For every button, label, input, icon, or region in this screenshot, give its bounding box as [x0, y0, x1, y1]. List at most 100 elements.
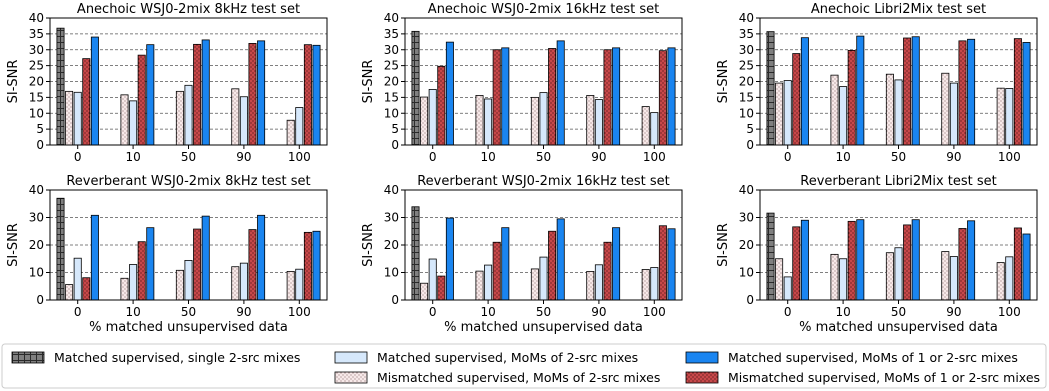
bar: [903, 224, 912, 301]
bar: [856, 219, 865, 301]
chart-panel-5: Reverberant WSJ0-2mix 16kHz test set 0 10 2…: [361, 174, 683, 335]
bar: [248, 229, 257, 301]
bar: [501, 227, 510, 301]
bar: [603, 49, 612, 146]
chart-panel-6: Reverberant Libri2Mix test set 0 10 20 30 40 0…: [716, 174, 1038, 335]
bar: [175, 90, 184, 146]
y-tick-label: 35: [384, 27, 399, 41]
bar: [82, 58, 91, 146]
bar: [65, 90, 74, 146]
y-tick-label: 40: [739, 183, 754, 197]
bar: [484, 264, 493, 301]
x-tick-label: 100: [643, 305, 666, 319]
legend-item: Mismatched supervised, MoMs of 1 or 2-sr…: [685, 370, 1040, 385]
y-tick-label: 5: [391, 122, 399, 136]
bar: [248, 43, 257, 146]
y-tick-label: 10: [29, 266, 44, 280]
legend-label: Mismatched supervised, MoMs of 1 or 2-sr…: [728, 370, 1040, 385]
x-tick-label: 10: [125, 150, 140, 164]
bar: [312, 230, 321, 301]
bar: [437, 65, 446, 146]
bar: [530, 268, 539, 301]
bar: [420, 282, 429, 301]
bar: [911, 36, 920, 146]
bar: [800, 37, 809, 146]
y-tick-label: 20: [739, 238, 754, 252]
bar: [303, 231, 312, 301]
x-tick-label: 50: [891, 150, 906, 164]
legend-item: Matched supervised, MoMs of 1 or 2-src m…: [685, 350, 1018, 365]
bar: [941, 251, 950, 301]
bar: [783, 80, 792, 146]
x-tick-label: 0: [784, 305, 792, 319]
y-tick-label: 30: [384, 211, 399, 225]
y-tick-label: 35: [29, 27, 44, 41]
bar: [411, 30, 420, 146]
legend-frame: [1, 343, 1047, 389]
bar: [775, 82, 784, 146]
legend-label: Matched supervised, single 2-src mixes: [54, 350, 300, 365]
bar: [792, 53, 801, 146]
bar: [839, 86, 848, 146]
bar: [484, 98, 493, 146]
y-tick-label: 0: [36, 293, 44, 307]
plot-frame: [404, 189, 683, 301]
bar: [1022, 233, 1031, 301]
legend-swatch: [334, 371, 368, 384]
x-axis-label: % matched unsupervised data: [799, 320, 998, 335]
x-tick-label: 0: [429, 305, 437, 319]
chart-title: Reverberant WSJ0-2mix 16kHz test set: [417, 174, 670, 189]
y-tick-label: 15: [29, 90, 44, 104]
y-tick-label: 30: [29, 211, 44, 225]
bar: [766, 31, 775, 146]
bar: [658, 50, 667, 146]
y-tick-label: 10: [29, 106, 44, 120]
plot-frame: [759, 189, 1038, 301]
bar: [996, 87, 1005, 146]
bar: [839, 258, 848, 301]
x-tick-label: 90: [236, 150, 251, 164]
bar: [967, 38, 976, 146]
bar: [586, 270, 595, 301]
chart-panel-4: Reverberant WSJ0-2mix 8kHz test set 0 10 20…: [6, 174, 328, 335]
bar: [586, 95, 595, 146]
y-tick-label: 15: [384, 90, 399, 104]
bar: [129, 264, 138, 301]
bar: [90, 214, 99, 301]
chart-title: Reverberant WSJ0-2mix 8kHz test set: [66, 174, 310, 189]
legend-swatch: [685, 371, 719, 384]
bar: [420, 96, 429, 146]
x-tick-label: 50: [181, 150, 196, 164]
bar: [792, 226, 801, 301]
bar: [885, 73, 894, 146]
plot-frame: [759, 17, 1038, 146]
bar: [286, 119, 295, 146]
bar: [1005, 256, 1014, 301]
chart-title: Anechoic WSJ0-2mix 8kHz test set: [77, 2, 300, 17]
bar: [1013, 38, 1022, 146]
bar: [193, 43, 202, 146]
y-tick-label: 0: [746, 293, 754, 307]
bar: [941, 72, 950, 146]
y-tick-label: 0: [746, 138, 754, 152]
y-tick-label: 5: [36, 122, 44, 136]
bar: [641, 106, 650, 146]
x-tick-label: 100: [643, 150, 666, 164]
bar: [847, 220, 856, 301]
y-tick-label: 40: [29, 183, 44, 197]
bar: [492, 241, 501, 301]
bar: [911, 219, 920, 301]
legend: Matched supervised, single 2-src mixes Mi…: [1, 343, 1047, 389]
bar: [885, 252, 894, 301]
bar: [775, 258, 784, 301]
bar: [847, 49, 856, 146]
legend-swatch: [11, 351, 45, 364]
bar: [667, 47, 676, 146]
y-axis-label: SI-SNR: [6, 223, 21, 267]
y-tick-label: 40: [739, 11, 754, 25]
y-tick-label: 20: [384, 75, 399, 89]
x-tick-label: 100: [288, 150, 311, 164]
y-tick-label: 10: [739, 266, 754, 280]
bar: [830, 74, 839, 146]
